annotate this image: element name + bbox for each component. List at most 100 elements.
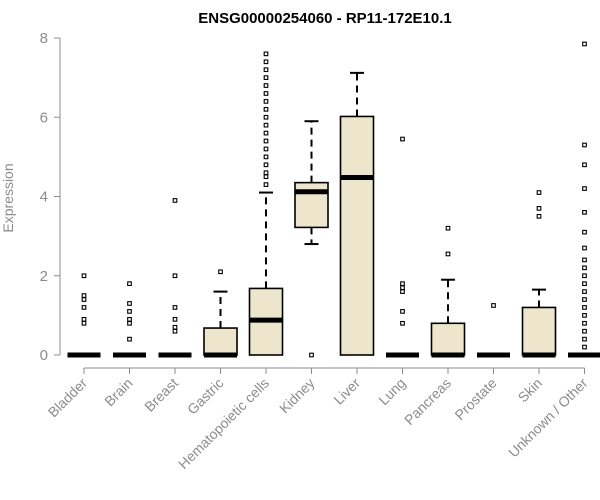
x-tick-label: Hematopoietic cells bbox=[175, 375, 272, 472]
outlier-point bbox=[127, 301, 132, 306]
y-tick-label: 6 bbox=[40, 109, 48, 126]
outlier-point bbox=[263, 174, 269, 180]
outlier-point bbox=[81, 316, 87, 322]
outlier-point bbox=[536, 213, 542, 219]
x-tick-label: Pancreas bbox=[401, 375, 454, 428]
outlier-point bbox=[400, 136, 405, 142]
outlier-point bbox=[127, 316, 132, 322]
outlier-point bbox=[582, 344, 587, 350]
outlier-point bbox=[127, 336, 132, 342]
box-pancreas bbox=[430, 225, 466, 358]
outlier-point bbox=[400, 309, 405, 314]
outlier-point bbox=[81, 273, 87, 279]
outlier-point bbox=[127, 281, 132, 287]
box-unknown-other bbox=[568, 41, 600, 358]
iqr-box bbox=[430, 322, 466, 356]
outlier-point bbox=[127, 309, 132, 314]
outlier-point bbox=[582, 142, 587, 148]
y-tick-label: 0 bbox=[40, 347, 48, 364]
x-tick-label: Skin bbox=[515, 375, 546, 406]
outlier-point bbox=[582, 265, 587, 271]
iqr-box bbox=[339, 115, 375, 356]
outlier-point bbox=[582, 313, 587, 318]
outlier-point bbox=[582, 245, 587, 251]
outlier-point bbox=[582, 320, 587, 326]
outlier-point bbox=[172, 316, 178, 322]
outlier-point bbox=[263, 182, 269, 187]
outlier-point bbox=[263, 67, 269, 73]
outlier-point bbox=[582, 186, 587, 191]
outlier-point bbox=[218, 269, 223, 275]
outlier-point bbox=[263, 59, 269, 65]
box-liver bbox=[339, 71, 375, 356]
outlier-point bbox=[263, 130, 269, 136]
outlier-point bbox=[263, 106, 269, 112]
outlier-point bbox=[582, 281, 587, 287]
outlier-point bbox=[536, 190, 542, 195]
outlier-point bbox=[263, 170, 269, 176]
outlier-point bbox=[400, 281, 405, 287]
x-tick-label: Prostate bbox=[451, 375, 499, 423]
outlier-point bbox=[582, 162, 587, 168]
outlier-point bbox=[263, 91, 269, 96]
y-tick-label: 4 bbox=[40, 189, 48, 206]
outlier-point bbox=[263, 51, 269, 57]
box-brain bbox=[113, 281, 146, 358]
outlier-point bbox=[81, 305, 87, 310]
outlier-point bbox=[263, 146, 269, 152]
plot-area bbox=[67, 41, 600, 358]
x-tick-label: Breast bbox=[141, 375, 181, 415]
x-tick-label: Gastric bbox=[184, 375, 227, 418]
chart-title: ENSG00000254060 - RP11-172E10.1 bbox=[198, 10, 452, 27]
iqr-box bbox=[203, 327, 238, 356]
outlier-point bbox=[536, 206, 542, 211]
outlier-point bbox=[582, 336, 587, 342]
box-breast bbox=[158, 198, 192, 358]
outlier-point bbox=[400, 320, 405, 326]
x-tick-label: Unknown / Other bbox=[505, 375, 591, 461]
outlier-point bbox=[445, 225, 451, 231]
box-skin bbox=[521, 190, 557, 358]
outlier-point bbox=[309, 352, 314, 358]
outlier-point bbox=[400, 285, 405, 290]
outlier-point bbox=[400, 289, 405, 294]
outlier-point bbox=[582, 257, 587, 263]
outlier-point bbox=[263, 162, 269, 168]
y-axis-label: Expression bbox=[0, 163, 16, 232]
outlier-point bbox=[81, 293, 87, 298]
outlier-point bbox=[263, 99, 269, 104]
outlier-point bbox=[582, 305, 587, 310]
outlier-point bbox=[582, 229, 587, 235]
box-hematopoietic-cells bbox=[248, 51, 284, 356]
box-gastric bbox=[203, 269, 238, 358]
outlier-point bbox=[582, 41, 587, 47]
x-tick-label: Lung bbox=[375, 375, 408, 408]
outlier-point bbox=[81, 297, 87, 302]
box-prostate bbox=[477, 303, 510, 358]
box-bladder bbox=[67, 273, 101, 358]
y-tick-label: 8 bbox=[40, 30, 48, 47]
y-tick-label: 2 bbox=[40, 268, 48, 285]
x-tick-label: Liver bbox=[330, 375, 363, 408]
x-tick-label: Kidney bbox=[276, 375, 318, 417]
x-tick-label: Bladder bbox=[45, 375, 91, 421]
outlier-point bbox=[263, 83, 269, 88]
iqr-box bbox=[521, 306, 557, 356]
outlier-point bbox=[172, 305, 178, 310]
outlier-point bbox=[172, 198, 178, 203]
outlier-point bbox=[582, 297, 587, 302]
outlier-point bbox=[263, 138, 269, 144]
outlier-point bbox=[582, 289, 587, 294]
outlier-point bbox=[263, 114, 269, 120]
box-lung bbox=[386, 136, 419, 358]
outlier-point bbox=[263, 154, 269, 160]
outlier-point bbox=[172, 328, 178, 334]
outlier-point bbox=[582, 328, 587, 334]
outlier-point bbox=[582, 273, 587, 279]
outlier-point bbox=[127, 320, 132, 326]
x-tick-label: Brain bbox=[101, 375, 135, 409]
outlier-point bbox=[81, 320, 87, 326]
y-axis: 0 2 4 6 8 bbox=[40, 30, 61, 364]
